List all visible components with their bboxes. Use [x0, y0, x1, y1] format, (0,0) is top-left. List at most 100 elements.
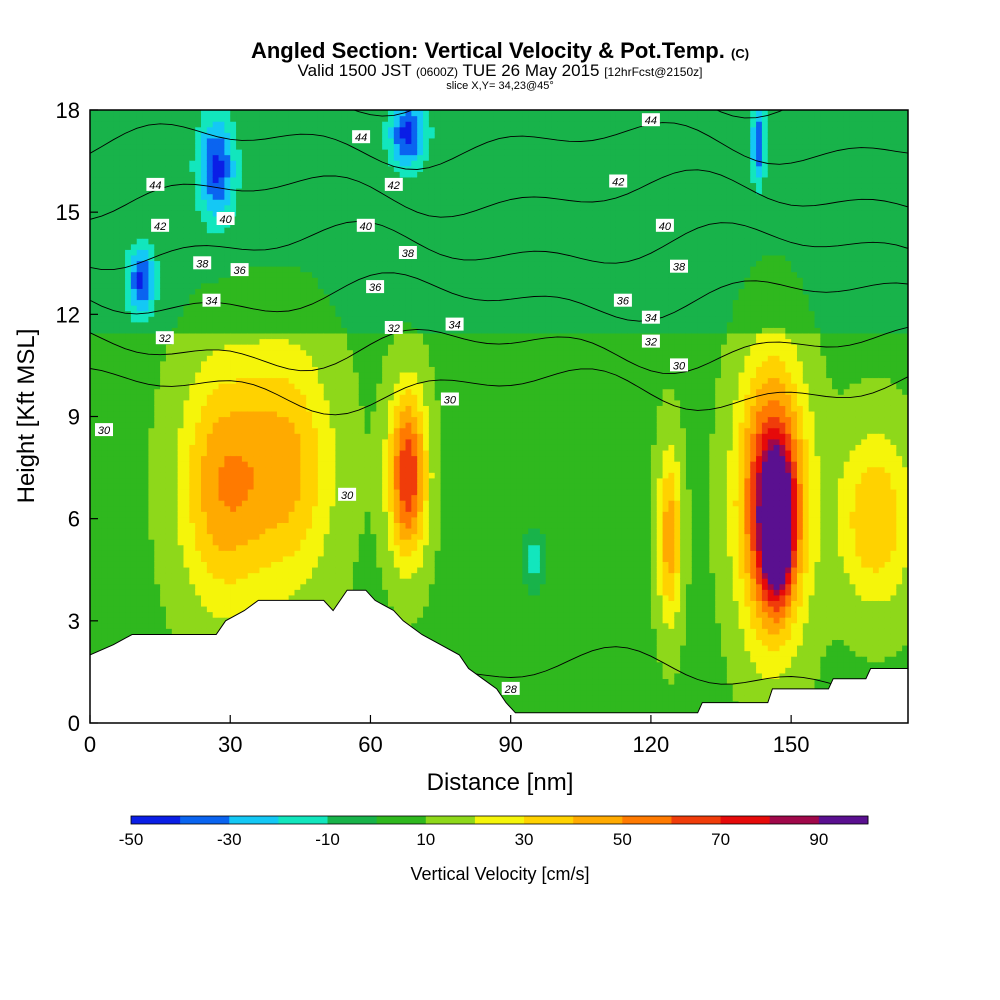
- velocity-cell: [329, 494, 336, 501]
- velocity-cell: [107, 550, 114, 557]
- velocity-cell: [352, 583, 360, 590]
- velocity-cell: [241, 527, 249, 535]
- velocity-cell: [323, 555, 331, 562]
- velocity-cell: [136, 344, 144, 351]
- velocity-cell: [95, 243, 103, 250]
- velocity-cell: [125, 110, 132, 117]
- velocity-cell: [101, 188, 109, 195]
- velocity-cell: [317, 260, 325, 267]
- velocity-cell: [160, 137, 167, 145]
- velocity-cell: [294, 572, 301, 579]
- velocity-cell: [107, 466, 114, 473]
- velocity-cell: [352, 561, 360, 568]
- velocity-cell: [317, 321, 325, 328]
- velocity-cell: [276, 188, 284, 195]
- velocity-cell: [90, 449, 97, 457]
- velocity-cell: [212, 193, 220, 200]
- velocity-cell: [312, 444, 319, 451]
- velocity-cell: [195, 121, 202, 128]
- velocity-cell: [212, 243, 220, 250]
- velocity-cell: [224, 160, 231, 167]
- velocity-cell: [282, 522, 290, 529]
- velocity-cell: [90, 639, 97, 646]
- velocity-cell: [119, 477, 126, 484]
- velocity-cell: [90, 210, 97, 217]
- velocity-cell: [119, 533, 126, 540]
- velocity-cell: [347, 355, 354, 362]
- velocity-cell: [206, 399, 214, 406]
- velocity-cell: [247, 238, 255, 245]
- velocity-cell: [142, 422, 150, 429]
- velocity-cell: [347, 327, 354, 334]
- velocity-cell: [317, 394, 325, 401]
- velocity-cell: [288, 500, 296, 507]
- velocity-cell: [142, 282, 150, 289]
- velocity-cell: [329, 594, 336, 601]
- velocity-cell: [335, 332, 342, 340]
- velocity-cell: [259, 332, 266, 340]
- velocity-cell: [352, 566, 360, 574]
- velocity-cell: [341, 149, 348, 156]
- velocity-cell: [212, 249, 220, 256]
- velocity-cell: [201, 561, 208, 568]
- velocity-cell: [171, 522, 179, 529]
- velocity-cell: [95, 488, 103, 496]
- velocity-cell: [183, 444, 190, 451]
- velocity-cell: [247, 110, 255, 117]
- velocity-cell: [206, 461, 214, 468]
- velocity-cell: [294, 449, 301, 457]
- velocity-cell: [253, 472, 261, 479]
- velocity-cell: [271, 360, 278, 367]
- velocity-cell: [347, 583, 354, 590]
- velocity-cell: [113, 293, 120, 301]
- velocity-cell: [95, 622, 103, 629]
- velocity-cell: [165, 511, 173, 518]
- velocity-cell: [206, 160, 214, 167]
- velocity-cell: [90, 293, 97, 301]
- velocity-cell: [189, 305, 196, 312]
- velocity-cell: [183, 254, 190, 262]
- velocity-cell: [288, 282, 296, 289]
- velocity-cell: [288, 338, 296, 345]
- velocity-cell: [201, 539, 208, 546]
- velocity-cell: [113, 483, 120, 490]
- velocity-cell: [160, 371, 167, 379]
- velocity-cell: [241, 305, 249, 312]
- velocity-cell: [230, 316, 237, 323]
- velocity-cell: [101, 399, 109, 406]
- velocity-cell: [154, 500, 161, 507]
- velocity-cell: [119, 210, 126, 217]
- velocity-cell: [107, 221, 114, 228]
- velocity-cell: [230, 332, 237, 340]
- velocity-cell: [125, 410, 132, 418]
- velocity-cell: [90, 455, 97, 462]
- velocity-cell: [265, 566, 272, 574]
- velocity-cell: [90, 327, 97, 334]
- velocity-cell: [148, 349, 155, 356]
- velocity-cell: [323, 260, 331, 267]
- velocity-cell: [195, 589, 202, 596]
- velocity-cell: [347, 533, 354, 540]
- velocity-cell: [136, 360, 144, 367]
- velocity-cell: [130, 143, 138, 150]
- velocity-cell: [259, 232, 266, 239]
- velocity-cell: [317, 477, 325, 484]
- velocity-cell: [130, 199, 138, 206]
- velocity-cell: [294, 399, 301, 406]
- velocity-cell: [276, 199, 284, 206]
- velocity-cell: [236, 282, 243, 289]
- velocity-cell: [95, 578, 103, 585]
- velocity-cell: [224, 455, 231, 462]
- velocity-cell: [236, 171, 243, 178]
- velocity-cell: [265, 511, 272, 518]
- velocity-cell: [317, 327, 325, 334]
- velocity-cell: [218, 310, 225, 317]
- velocity-cell: [288, 544, 296, 551]
- velocity-cell: [212, 377, 220, 384]
- velocity-cell: [253, 466, 261, 473]
- velocity-cell: [288, 310, 296, 317]
- velocity-cell: [201, 611, 208, 618]
- velocity-cell: [230, 243, 237, 250]
- velocity-cell: [212, 316, 220, 323]
- velocity-cell: [189, 566, 196, 574]
